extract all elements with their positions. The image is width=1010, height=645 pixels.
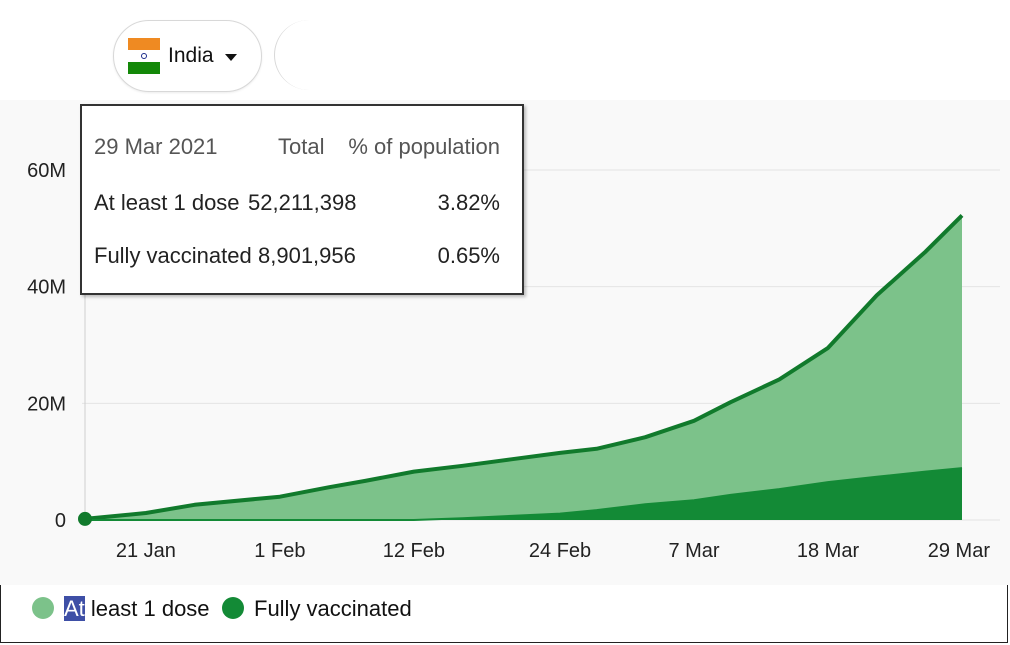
series-line-fully-vaccinated bbox=[85, 467, 963, 521]
tooltip-date: 29 Mar 2021 bbox=[94, 134, 218, 159]
tooltip-col-total: Total bbox=[278, 134, 325, 159]
y-tick-label: 40M bbox=[27, 277, 66, 299]
top-bar: India bbox=[0, 0, 1010, 100]
x-tick-label: 12 Feb bbox=[383, 540, 445, 562]
y-tick-label: 0 bbox=[55, 510, 66, 532]
legend-label-highlight: At bbox=[64, 596, 85, 621]
legend-swatch bbox=[222, 597, 244, 619]
india-flag-icon bbox=[128, 38, 160, 74]
legend-swatch bbox=[32, 597, 54, 619]
tooltip-row-label: At least 1 dose bbox=[94, 190, 240, 215]
legend-label: At least 1 dose bbox=[64, 596, 210, 622]
tooltip-row-label: Fully vaccinated bbox=[94, 243, 252, 268]
secondary-selector[interactable] bbox=[274, 20, 315, 90]
x-tick-label: 1 Feb bbox=[254, 540, 305, 562]
axis-labels: 0 20M 40M 60M 21 Jan 1 Feb 12 Feb 24 Feb 7 Mar 18… bbox=[27, 160, 990, 562]
x-tick-label: 24 Feb bbox=[529, 540, 591, 562]
caret-down-icon bbox=[225, 54, 237, 61]
tooltip-col-percent: % of population bbox=[348, 134, 500, 159]
x-tick-label: 29 Mar bbox=[928, 540, 991, 562]
tooltip: 29 Mar 2021 Total % of population At lea… bbox=[80, 104, 524, 295]
series-area-fully-vaccinated bbox=[85, 468, 962, 520]
x-tick-label: 21 Jan bbox=[116, 540, 176, 562]
country-selector[interactable]: India bbox=[113, 20, 262, 92]
y-tick-label: 60M bbox=[27, 160, 66, 182]
tooltip-row-total: 52,211,398 bbox=[248, 190, 357, 215]
y-tick-label: 20M bbox=[27, 393, 66, 415]
series-areas bbox=[78, 213, 964, 526]
tooltip-row-total: 8,901,956 bbox=[258, 243, 356, 268]
series-area-first-dose bbox=[85, 215, 962, 520]
x-tick-label: 18 Mar bbox=[797, 540, 860, 562]
tooltip-row-percent: 0.65% bbox=[437, 243, 500, 268]
country-label: India bbox=[168, 44, 214, 67]
series-line-first-dose bbox=[84, 213, 964, 521]
x-tick-label: 7 Mar bbox=[668, 540, 719, 562]
legend-label: Fully vaccinated bbox=[254, 596, 412, 621]
start-marker bbox=[78, 511, 92, 526]
legend-label-rest: least 1 dose bbox=[84, 596, 210, 621]
tooltip-row-percent: 3.82% bbox=[437, 190, 500, 215]
